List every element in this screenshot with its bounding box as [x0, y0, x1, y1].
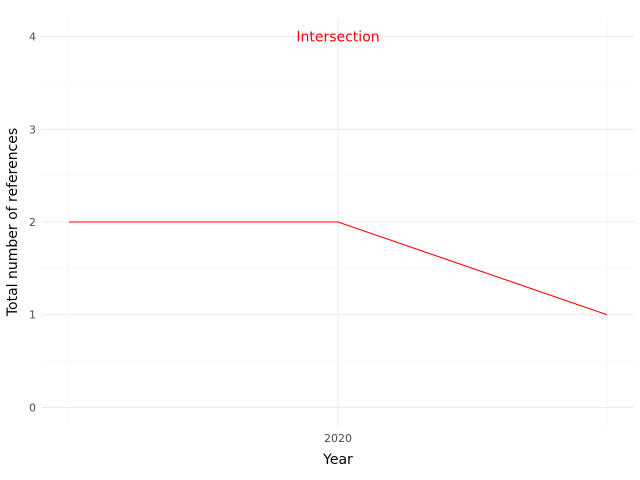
series-line [68, 221, 608, 316]
y-tick-labels: 0 1 2 3 4 [29, 31, 36, 415]
y-tick-label: 1 [29, 309, 36, 322]
y-axis-title: Total number of references [5, 128, 21, 317]
y-tick-label: 3 [29, 123, 36, 136]
y-tick-label: 4 [29, 31, 36, 44]
x-tick-label: 2020 [324, 432, 352, 445]
y-tick-label: 2 [29, 216, 36, 229]
x-tick-labels: 2020 [324, 432, 352, 445]
annotation-label: Intersection [296, 30, 379, 46]
series-layer [68, 221, 608, 316]
y-tick-label: 0 [29, 401, 36, 414]
annotation-layer: Intersection [296, 30, 379, 46]
x-axis-title: Year [322, 452, 353, 468]
